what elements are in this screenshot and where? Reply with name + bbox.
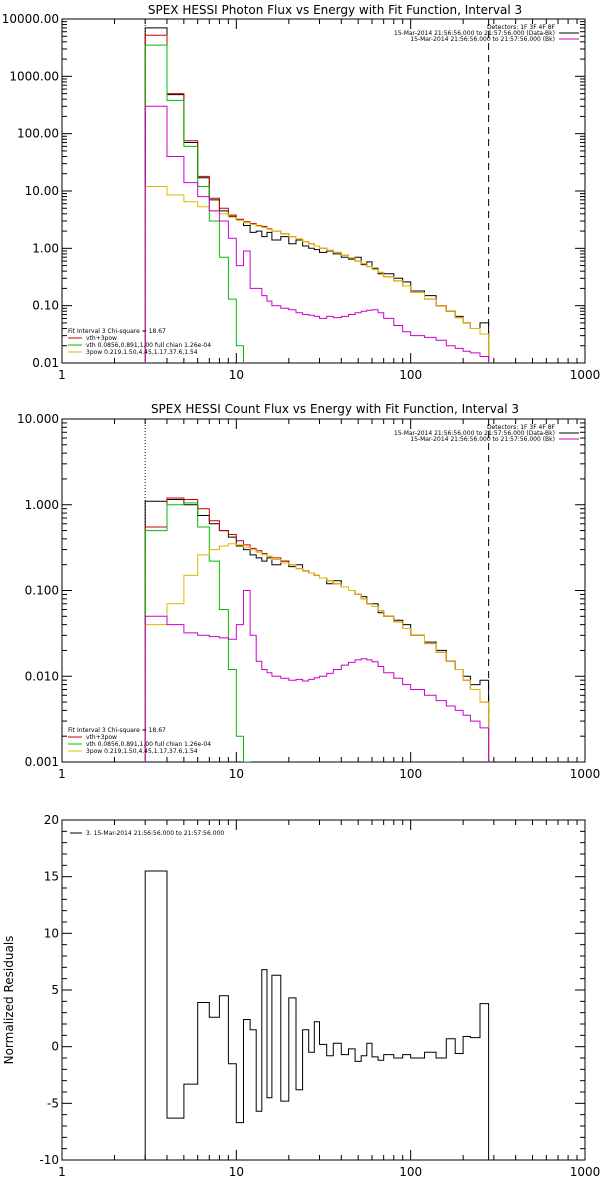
count-flux-title: SPEX HESSI Count Flux vs Energy with Fit… [151, 402, 519, 416]
y-tick-label: -10 [39, 1153, 59, 1167]
count-flux-panel: SPEX HESSI Count Flux vs Energy with Fit… [17, 402, 600, 781]
y-tick-label: 0 [51, 1040, 59, 1054]
fit-legend-entry: 3pow 0.219,1.50,4.45,1.17,37.6,1.54 [86, 748, 198, 755]
series-4-line [144, 590, 490, 762]
y-tick-label: -5 [47, 1096, 59, 1110]
top-legend-entry: Detectors: 1F 3F 4F 8F [487, 424, 556, 431]
series-group [144, 870, 490, 1160]
plot-frame [61, 418, 586, 763]
x-tick-label: 10 [229, 1165, 244, 1179]
series-3-line [144, 543, 490, 762]
y-tick-label: 20 [44, 813, 59, 827]
y-tick-label: 0.10 [32, 299, 59, 313]
x-tick-label: 1 [58, 767, 66, 781]
series-group [144, 27, 490, 363]
x-tick-label: 1 [58, 1165, 66, 1179]
y-tick-label: 15 [44, 870, 59, 884]
fit-legend-title: Fit Interval 3 Chi-square = 18.67 [68, 727, 166, 734]
series-0-line [144, 499, 490, 762]
y-tick-label: 1.00 [32, 241, 59, 255]
y-tick-label: 0.01 [32, 356, 59, 370]
y-tick-label: 0.100 [25, 584, 59, 598]
photon-flux-title: SPEX HESSI Photon Flux vs Energy with Fi… [148, 3, 522, 17]
series-2-line [144, 44, 244, 363]
series-group [144, 497, 490, 762]
series-1-line [144, 34, 490, 363]
fit-legend-entry: vth 0.0856,0.891,1.00 full chian 1.26e-0… [86, 741, 211, 748]
y-tick-label: 1.000 [25, 498, 59, 512]
residual-legend-entry: 3. 15-Mar-2014 21:56:56.000 to 21:57:56.… [86, 830, 224, 837]
series-3-line [144, 186, 490, 363]
fit-legend-entry: vth+3pow [86, 734, 117, 741]
x-tick-label: 10 [229, 368, 244, 382]
top-legend-entry: 15-Mar-2014 21:56:56.000 to 21:57:56.000… [394, 30, 555, 37]
fit-legend-entry: vth 0.0856,0.891,1.00 full chian 1.26e-0… [86, 342, 211, 349]
y-tick-label: 100.00 [17, 127, 59, 141]
top-legend-entry: 15-Mar-2014 21:56:56.000 to 21:57:56.000… [410, 36, 555, 43]
fit-legend-entry: vth+3pow [86, 335, 117, 342]
residuals-panel: Normalized Residuals 1 10 100 1000 -10 -5 0 5 10… [2, 813, 600, 1179]
top-legend-entry: 15-Mar-2014 21:56:56.000 to 21:57:56.000… [394, 430, 555, 437]
series-2-line [144, 502, 251, 762]
plot-frame [61, 819, 586, 1161]
x-tick-label: 100 [399, 1165, 422, 1179]
x-tick-label: 1000 [570, 368, 600, 382]
y-tick-label: 0.001 [25, 755, 59, 769]
y-tick-label: 10.000 [17, 412, 59, 426]
plot-frame [61, 18, 586, 364]
y-tick-label: 10000.00 [2, 12, 59, 26]
fit-legend-title: Fit Interval 3 Chi-square = 18.67 [68, 328, 166, 335]
y-tick-label: 0.010 [25, 669, 59, 683]
residuals-ylabel: Normalized Residuals [2, 936, 16, 1065]
x-tick-label: 100 [399, 767, 422, 781]
series-4-line [144, 105, 490, 363]
x-tick-label: 1000 [570, 1165, 600, 1179]
photon-flux-panel: SPEX HESSI Photon Flux vs Energy with Fi… [2, 3, 600, 382]
x-tick-label: 100 [399, 368, 422, 382]
top-legend-entry: Detectors: 1F 3F 4F 8F [487, 24, 556, 31]
y-tick-label: 10.00 [25, 184, 59, 198]
series-0-line [144, 870, 490, 1160]
y-tick-label: 10 [44, 926, 59, 940]
fit-legend-entry: 3pow 0.219,1.50,4.45,1.17,37.6,1.54 [86, 349, 198, 356]
x-tick-label: 1000 [570, 767, 600, 781]
x-tick-label: 1 [58, 368, 66, 382]
y-tick-label: 1000.00 [9, 69, 59, 83]
series-0-line [144, 27, 490, 363]
top-legend-entry: 15-Mar-2014 21:56:56.000 to 21:57:56.000… [410, 436, 555, 443]
series-1-line [144, 497, 490, 762]
y-tick-label: 5 [51, 983, 59, 997]
x-tick-label: 10 [229, 767, 244, 781]
